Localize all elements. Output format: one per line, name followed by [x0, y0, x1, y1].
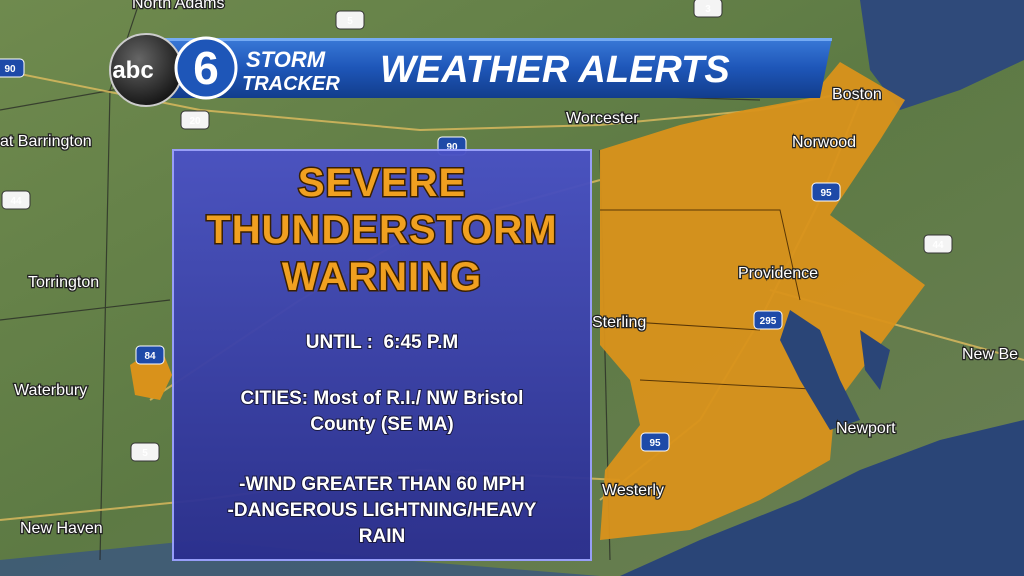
warning-title: THUNDERSTORM [206, 208, 557, 252]
brand-line: TRACKER [242, 73, 340, 95]
warning-until: UNTIL : 6:45 P.M [306, 332, 458, 353]
place-label: New Be [962, 346, 1018, 363]
route-number: 84 [144, 351, 156, 362]
place-label: Westerly [602, 482, 664, 499]
header-highlight [160, 38, 832, 41]
logo-number: 6 [193, 42, 219, 94]
header-title: WEATHER ALERTS [380, 49, 730, 91]
route-number: 5 [142, 448, 148, 459]
route-shield [693, 0, 723, 18]
route-shield [180, 110, 210, 130]
route-shields: 5 3 90 20 90 44 95 44 295 84 95 5 [0, 0, 953, 462]
route-number: 3 [705, 4, 711, 15]
route-number: 90 [4, 64, 16, 75]
place-label: Waterbury [14, 382, 87, 399]
route-number: 5 [347, 16, 353, 27]
route-shield [640, 432, 670, 452]
route-number: 20 [189, 116, 201, 127]
warning-title: WARNING [282, 255, 482, 299]
sea [620, 420, 1024, 576]
header-bar [160, 38, 832, 98]
place-label: Sterling [592, 314, 646, 331]
logo-abc: abc [112, 57, 153, 84]
route-shield [130, 442, 160, 462]
brand-line: STORM [246, 47, 326, 72]
warning-hazard: RAIN [359, 526, 405, 547]
route-shield [923, 234, 953, 254]
place-label: Worcester [566, 110, 639, 127]
route-number: 44 [10, 196, 22, 207]
place-label: Torrington [28, 274, 99, 291]
place-label: Newport [836, 420, 896, 437]
route-number: 44 [932, 240, 944, 251]
bay [780, 310, 890, 430]
logo-six-badge [174, 36, 238, 100]
route-number: 95 [649, 438, 661, 449]
warning-panel [172, 149, 592, 561]
route-shield [753, 310, 783, 330]
warning-title: SEVERE [298, 161, 466, 205]
route-number: 95 [820, 188, 832, 199]
place-label: Boston [832, 86, 882, 103]
warning-hazard: -DANGEROUS LIGHTNING/HEAVY [228, 500, 537, 521]
sea [860, 0, 1024, 110]
warning-cities: County (SE MA) [310, 414, 454, 435]
warning-cities: CITIES: Most of R.I./ NW Bristol [241, 388, 524, 409]
place-label: at Barrington [0, 133, 92, 150]
route-shield [0, 58, 25, 78]
route-shield [1, 190, 31, 210]
place-label: Norwood [792, 134, 856, 151]
place-label: North Adams [132, 0, 224, 12]
route-number: 90 [446, 142, 458, 153]
route-shield [811, 182, 841, 202]
place-label: Providence [738, 265, 818, 282]
warning-hazard: -WIND GREATER THAN 60 MPH [239, 474, 525, 495]
warning-area [600, 62, 925, 540]
county-lines [599, 209, 831, 391]
route-number: 295 [760, 316, 777, 327]
place-label: New Haven [20, 520, 103, 537]
route-shield [135, 345, 165, 365]
route-shield [335, 10, 365, 30]
